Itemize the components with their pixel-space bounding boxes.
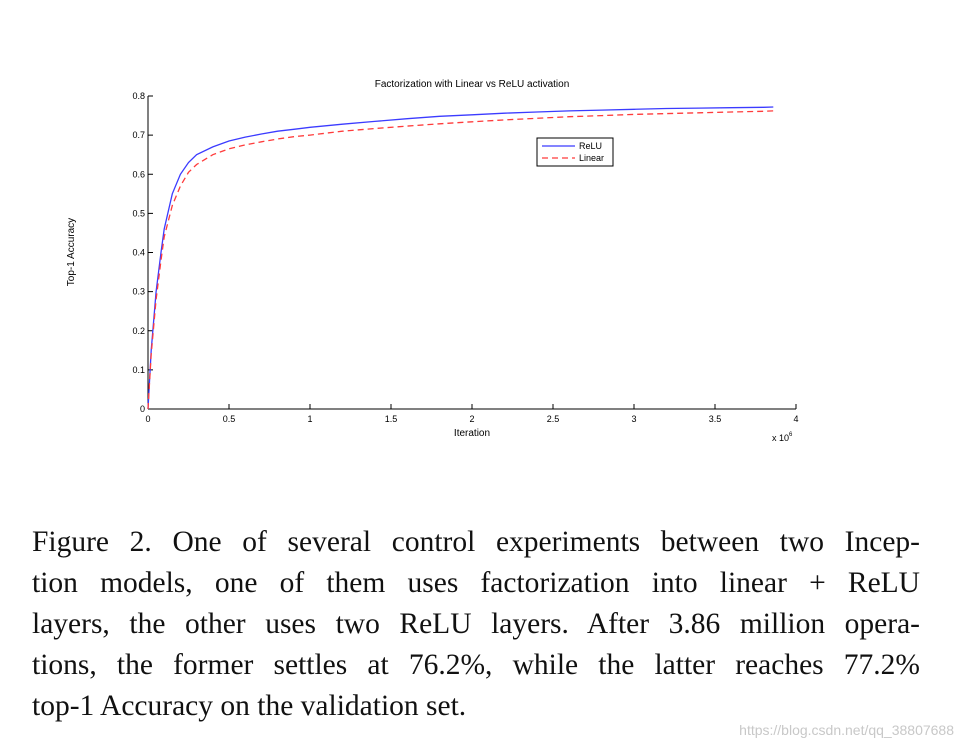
y-tick-label: 0.5 [132, 208, 145, 218]
x-tick-label: 3 [631, 414, 636, 424]
legend-label-linear: Linear [579, 153, 604, 163]
series-line-linear [147, 110, 774, 410]
watermark: https://blog.csdn.net/qq_38807688 [739, 722, 954, 738]
y-tick-label: 0.6 [132, 169, 145, 179]
x-tick-label: 0.5 [223, 414, 236, 424]
y-tick-label: 0.1 [132, 365, 145, 375]
y-tick-label: 0.8 [132, 91, 145, 101]
x-multiplier-exponent: 6 [789, 432, 793, 438]
accuracy-chart: Factorization with Linear vs ReLU activa… [66, 79, 799, 443]
x-tick-label: 4 [793, 414, 798, 424]
series-layer [147, 106, 774, 410]
caption-line-2: tion models, one of them uses factorizat… [32, 567, 920, 599]
x-axis-label: Iteration [454, 428, 490, 439]
x-multiplier-label: x 106 [772, 432, 793, 443]
x-tick-label: 0 [145, 414, 150, 424]
caption-line-4: tions, the former settles at 76.2%, whil… [32, 649, 920, 681]
caption-line-3: layers, the other uses two ReLU layers. … [32, 608, 920, 640]
chart-title: Factorization with Linear vs ReLU activa… [375, 79, 570, 90]
x-tick-label: 2.5 [547, 414, 560, 424]
y-tick-label: 0.2 [132, 326, 145, 336]
caption-line-1: Figure 2. One of several control experim… [32, 526, 920, 558]
legend: ReLU Linear [536, 137, 614, 167]
x-tick-label: 1.5 [385, 414, 398, 424]
axes: 0 0.5 1 1.5 2 2.5 3 3.5 4 0 0.1 0.2 0.3 0.4 0.5 0.6 0.7 0… [132, 91, 798, 424]
x-tick-label: 2 [469, 414, 474, 424]
x-tick-label: 3.5 [709, 414, 722, 424]
legend-box [536, 137, 614, 167]
legend-label-relu: ReLU [579, 141, 602, 151]
series-line-relu [147, 106, 774, 410]
x-tick-label: 1 [307, 414, 312, 424]
y-tick-label: 0.4 [132, 248, 145, 258]
y-axis-label: Top-1 Accuracy [66, 218, 77, 286]
caption-line-5: top-1 Accuracy on the validation set. [32, 690, 467, 722]
figure-caption: Figure 2. One of several control experim… [32, 522, 920, 727]
y-tick-label: 0.7 [132, 130, 145, 140]
y-tick-label: 0.3 [132, 287, 145, 297]
y-tick-label: 0 [140, 404, 145, 414]
